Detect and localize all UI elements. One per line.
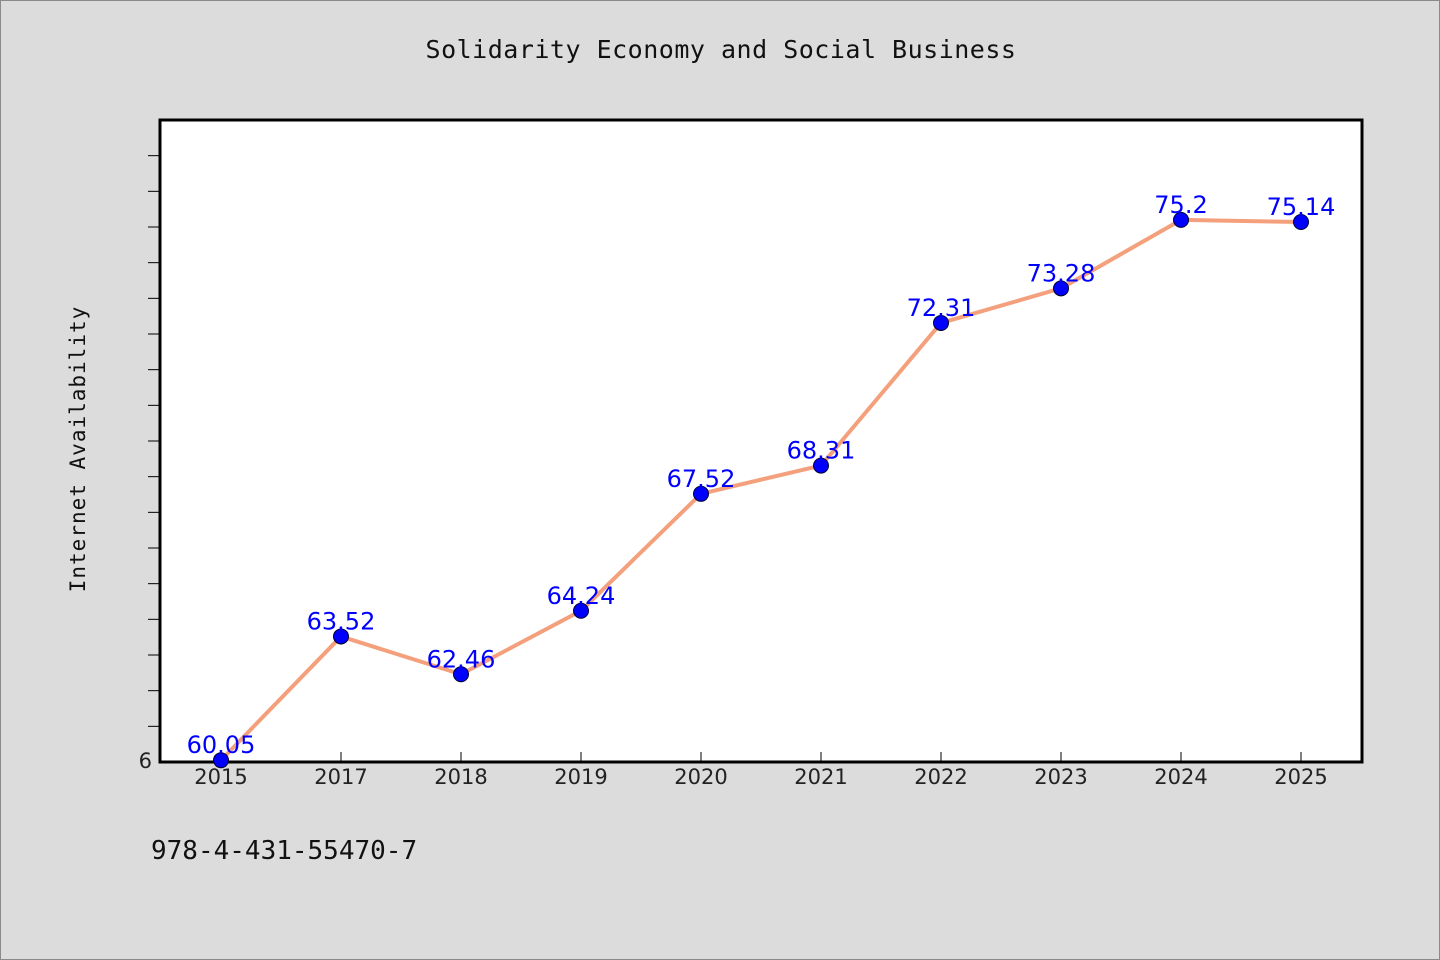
- data-labels: 60.05 63.52 62.46 64.24 67.52 68.31 72.31 73.28…: [187, 191, 1336, 759]
- x-tick-label: 2022: [914, 765, 967, 789]
- data-point: [933, 314, 949, 331]
- data-point: [693, 485, 709, 502]
- data-label: 64.24: [547, 582, 616, 610]
- data-label: 72.31: [907, 294, 976, 322]
- chart-title: Solidarity Economy and Social Business: [425, 35, 1017, 64]
- data-point: [813, 457, 829, 474]
- footer-code: 978-4-431-55470-7: [151, 836, 418, 866]
- plot-area: [158, 118, 1364, 764]
- x-tick-label: 2015: [194, 765, 247, 789]
- data-label: 67.52: [667, 465, 736, 493]
- data-point: [1173, 211, 1189, 228]
- y-tick-label: 6: [139, 749, 152, 773]
- series-line: [219, 217, 1302, 762]
- data-label: 75.2: [1154, 191, 1207, 219]
- data-label: 75.14: [1267, 193, 1336, 221]
- series-markers: [213, 211, 1309, 769]
- data-point: [1293, 214, 1309, 231]
- x-tick-label: 2025: [1274, 765, 1327, 789]
- data-point: [573, 602, 589, 619]
- y-axis-ticks: 6: [139, 155, 160, 773]
- data-point: [333, 628, 349, 645]
- data-label: 62.46: [427, 645, 496, 673]
- series-lines: [219, 217, 1302, 762]
- data-label: 73.28: [1027, 259, 1096, 287]
- data-point: [213, 752, 229, 769]
- x-tick-label: 2023: [1034, 765, 1087, 789]
- x-axis-ticks: 2015 2017 2018 2019 2020 2021 2022 2023 2024 2025: [194, 752, 1328, 789]
- data-label: 60.05: [187, 731, 256, 759]
- data-label: 68.31: [787, 437, 856, 465]
- x-tick-label: 2024: [1154, 765, 1207, 789]
- x-tick-label: 2020: [674, 765, 727, 789]
- x-tick-label: 2021: [794, 765, 847, 789]
- data-label: 63.52: [307, 607, 376, 635]
- x-tick-label: 2018: [434, 765, 487, 789]
- x-tick-label: 2019: [554, 765, 607, 789]
- data-point: [453, 666, 469, 683]
- x-tick-label: 2017: [314, 765, 367, 789]
- data-point: [1053, 280, 1069, 297]
